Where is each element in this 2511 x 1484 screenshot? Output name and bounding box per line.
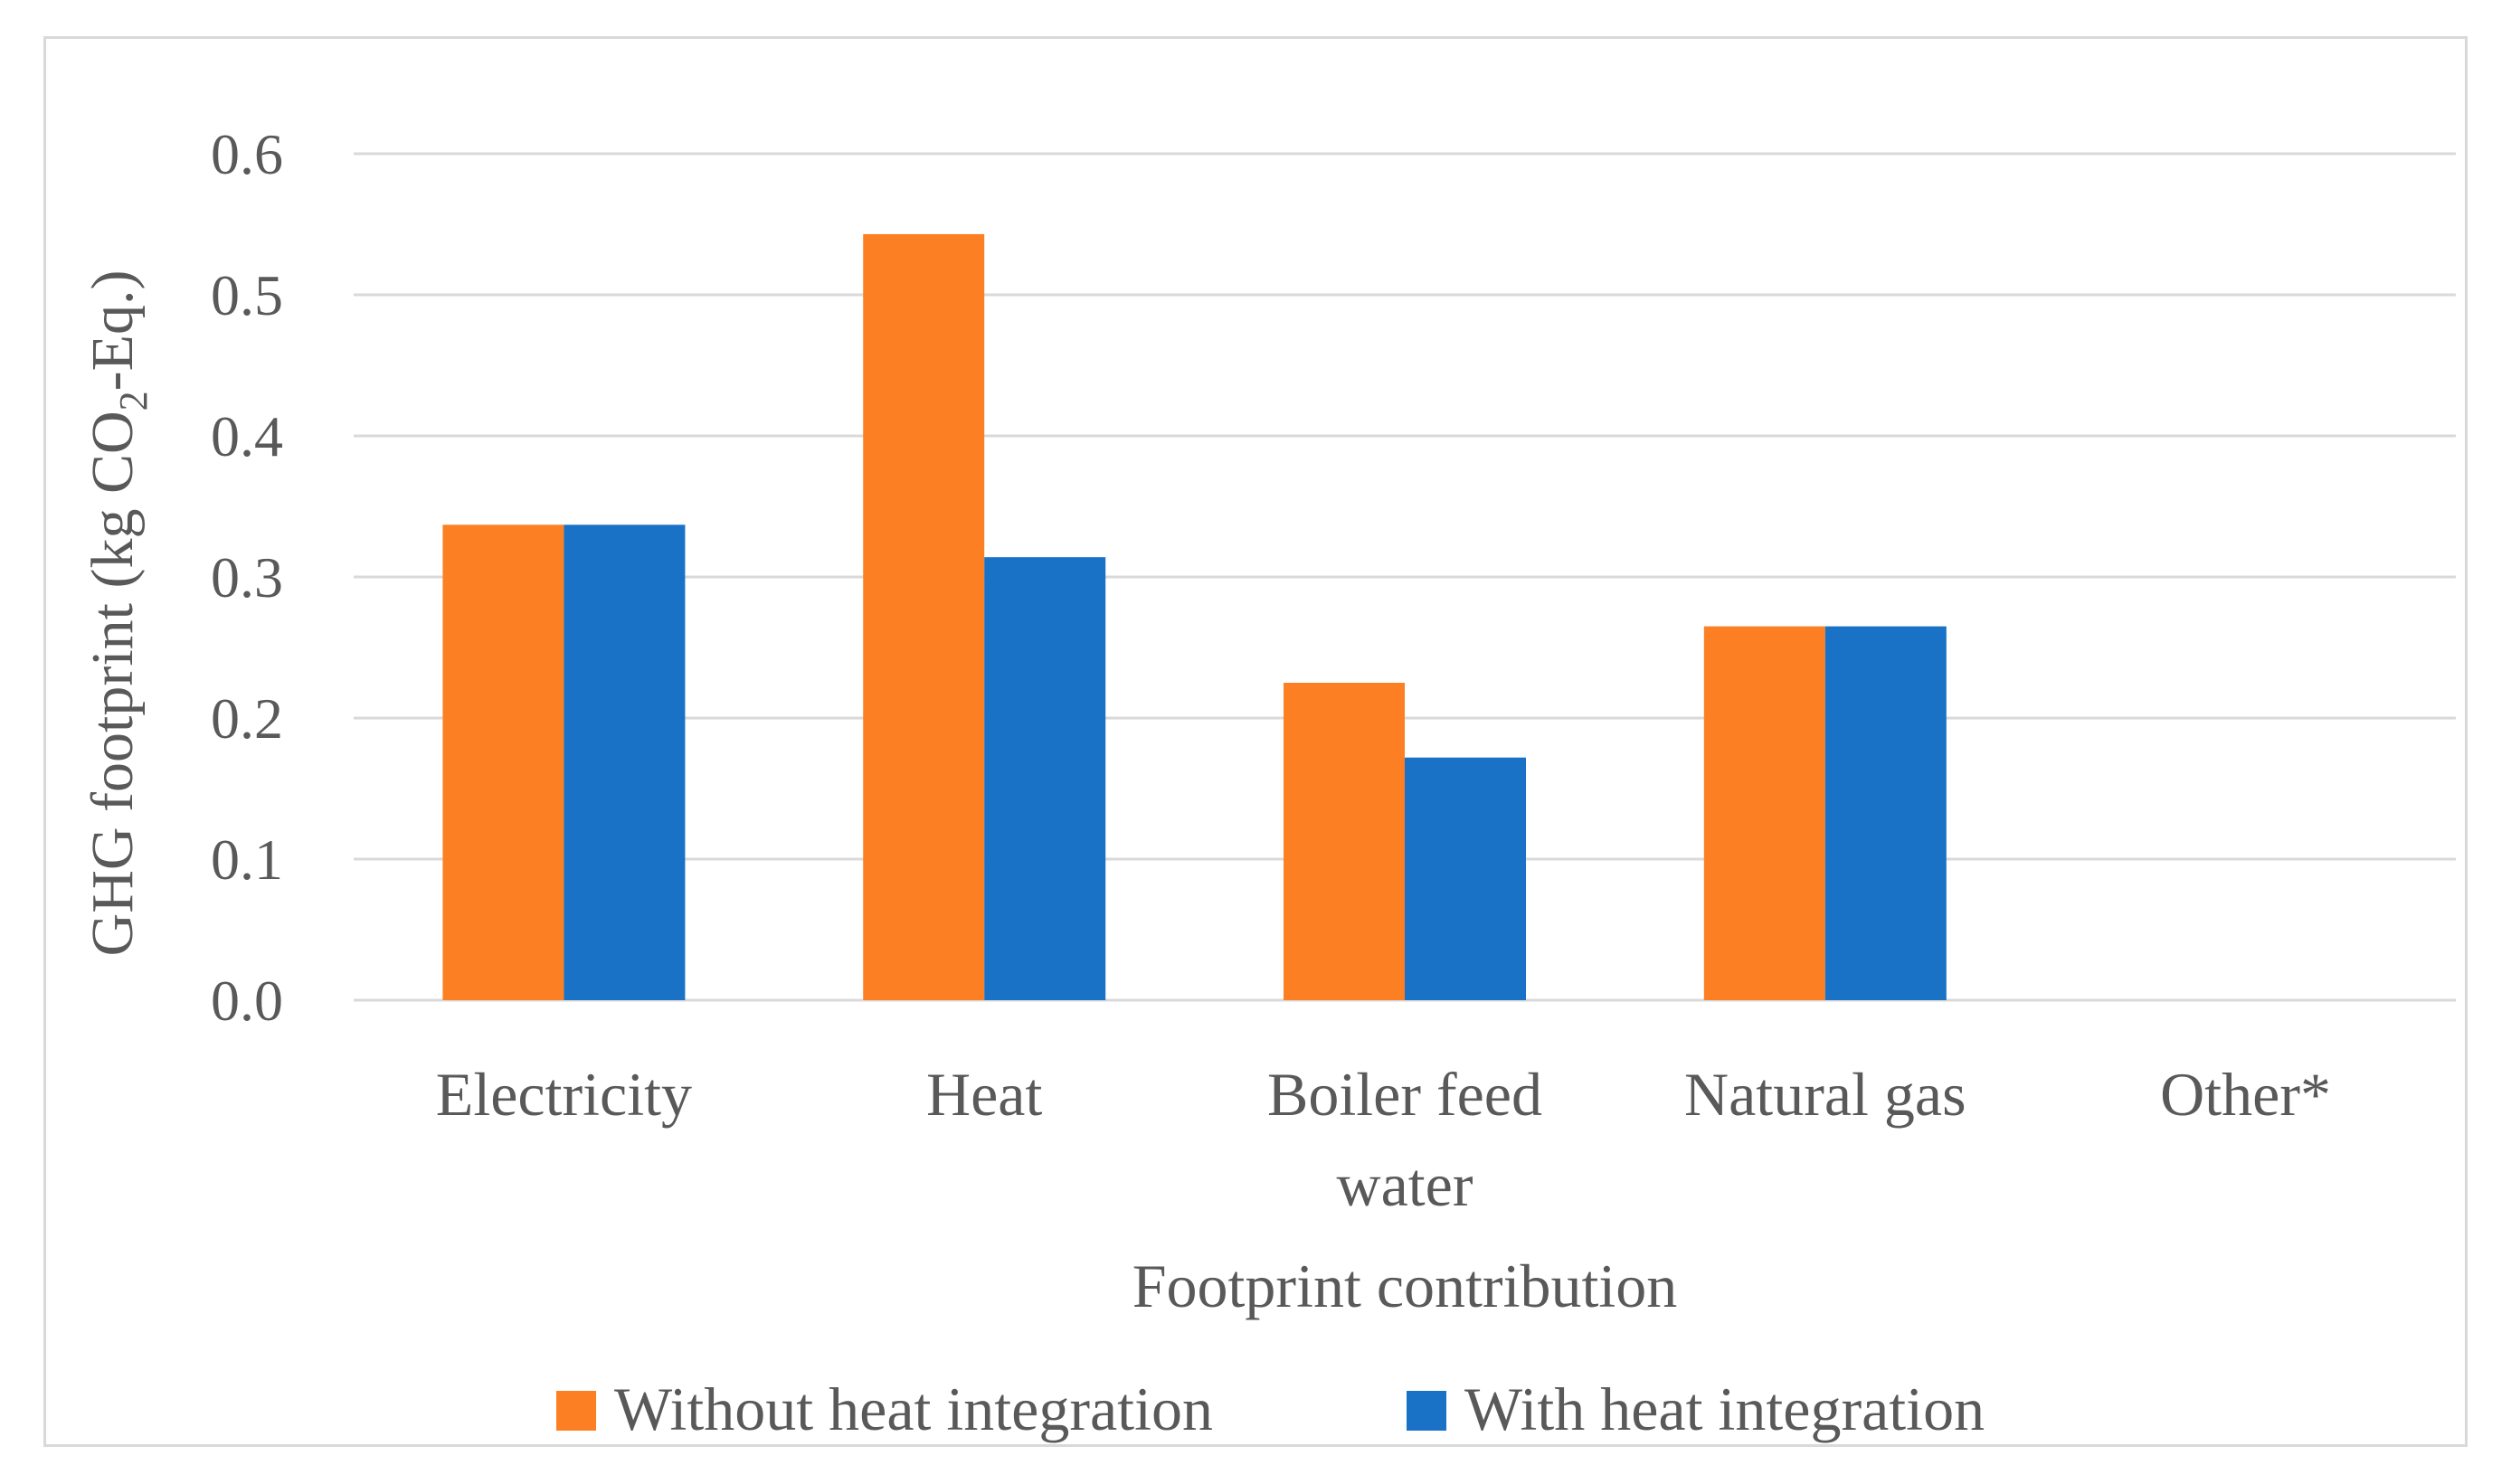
category-label: Other* — [2160, 1060, 2331, 1129]
y-tick-label: 0.0 — [211, 969, 283, 1033]
legend: Without heat integration With heat integ… — [556, 1375, 1985, 1443]
category-label: Heat — [926, 1060, 1042, 1129]
category-label: Natural gas — [1684, 1060, 1966, 1129]
legend-label-with-heat-integration: With heat integration — [1464, 1375, 1985, 1443]
bar-with-heat-integration — [984, 557, 1106, 1000]
bar-without-heat-integration — [1703, 626, 1825, 1000]
y-tick-label: 0.4 — [211, 404, 283, 468]
legend-swatch-without-heat-integration — [556, 1391, 596, 1431]
y-tick-label: 0.5 — [211, 263, 283, 327]
y-axis-title-suffix: -Eq.) — [80, 270, 146, 392]
bar-with-heat-integration — [564, 525, 686, 1000]
chart-frame: 0.0 0.1 0.2 0.3 0.4 0.5 0.6 Electricity Heat Boi… — [43, 36, 2468, 1447]
category-label: water — [1336, 1150, 1473, 1219]
category-label: Boiler feed — [1267, 1060, 1542, 1129]
category-labels: Electricity Heat Boiler feed water Natural g… — [436, 1060, 2331, 1219]
y-tick-label: 0.3 — [211, 545, 283, 610]
category-label: Electricity — [436, 1060, 692, 1129]
bar-chart: 0.0 0.1 0.2 0.3 0.4 0.5 0.6 Electricity Heat Boi… — [80, 122, 2456, 1443]
y-tick-labels: 0.0 0.1 0.2 0.3 0.4 0.5 0.6 — [211, 122, 283, 1033]
y-tick-label: 0.6 — [211, 122, 283, 186]
bar-without-heat-integration — [863, 233, 985, 1000]
legend-label-without-heat-integration: Without heat integration — [614, 1375, 1213, 1443]
y-axis-title-prefix: GHG footprint (kg CO — [80, 411, 146, 956]
bar-without-heat-integration — [442, 525, 564, 1000]
bar-without-heat-integration — [1284, 683, 1405, 1000]
bars — [442, 233, 1947, 1000]
bar-with-heat-integration — [1405, 757, 1526, 1000]
x-axis-title: Footprint contribution — [1132, 1252, 1678, 1320]
y-tick-label: 0.1 — [211, 827, 283, 892]
legend-swatch-with-heat-integration — [1407, 1391, 1446, 1431]
y-tick-label: 0.2 — [211, 686, 283, 751]
y-axis-title: GHG footprint (kg CO2-Eq.) — [80, 270, 156, 957]
y-axis-title-subscript: 2 — [111, 391, 156, 411]
bar-with-heat-integration — [1824, 626, 1947, 1000]
